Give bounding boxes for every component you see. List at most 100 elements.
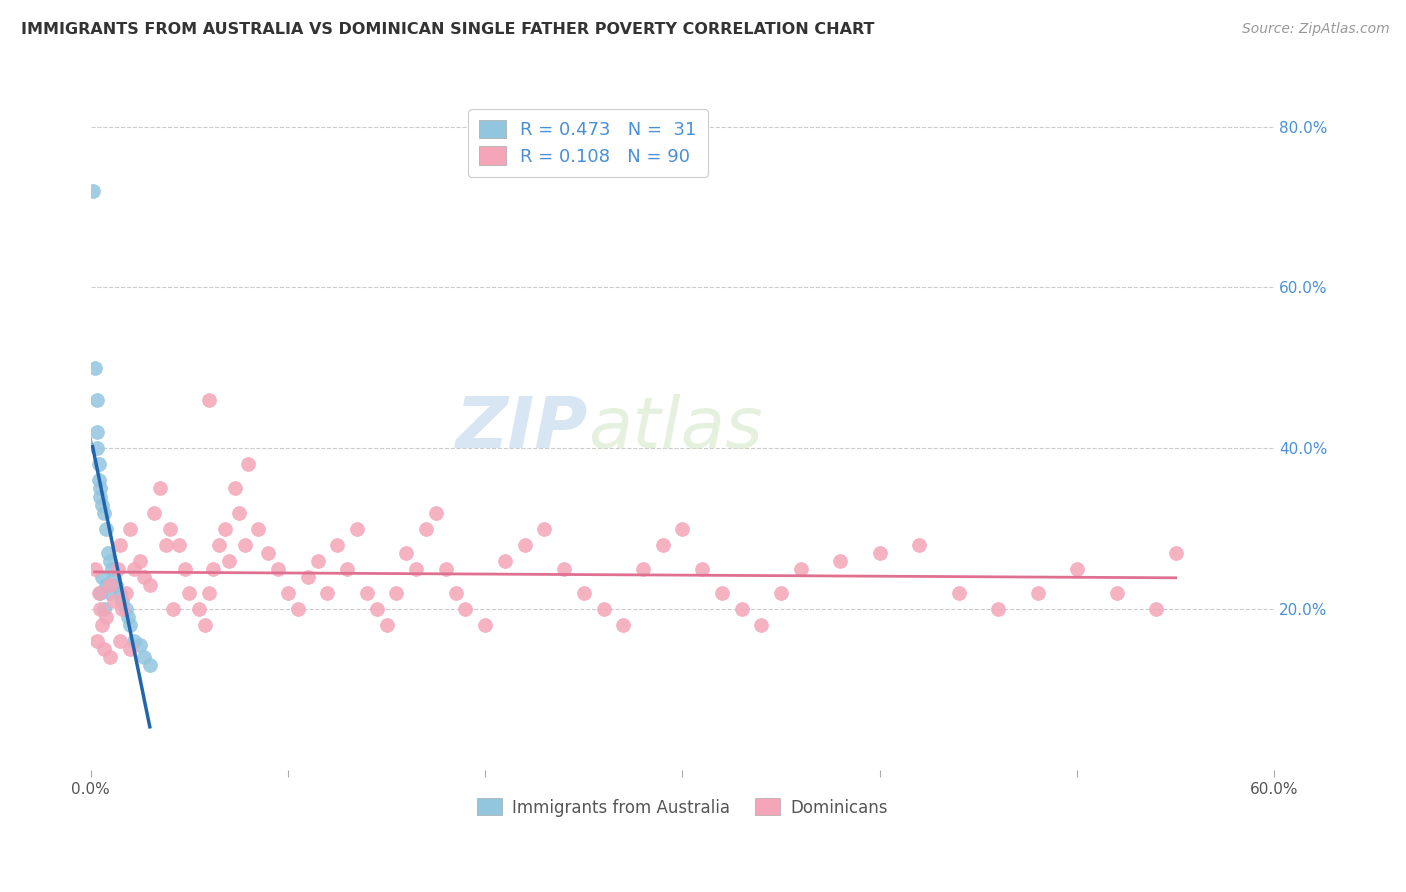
Point — [96, 578, 118, 592]
Point — [98, 578, 121, 592]
Point — [155, 538, 177, 552]
Point — [129, 638, 152, 652]
Point — [987, 602, 1010, 616]
Point — [533, 522, 555, 536]
Point — [142, 506, 165, 520]
Point — [651, 538, 673, 552]
Point — [228, 506, 250, 520]
Point — [96, 610, 118, 624]
Point — [82, 184, 104, 198]
Point — [111, 602, 134, 616]
Point — [366, 602, 388, 616]
Point — [108, 586, 131, 600]
Point — [162, 602, 184, 616]
Point — [86, 634, 108, 648]
Point — [830, 554, 852, 568]
Point — [790, 562, 813, 576]
Point — [405, 562, 427, 576]
Point — [553, 562, 575, 576]
Point — [98, 586, 121, 600]
Point — [179, 586, 201, 600]
Point — [336, 562, 359, 576]
Point — [214, 522, 236, 536]
Point — [93, 602, 115, 616]
Point — [434, 562, 457, 576]
Point — [572, 586, 595, 600]
Point — [108, 538, 131, 552]
Point — [139, 658, 162, 673]
Point — [908, 538, 931, 552]
Point — [425, 506, 447, 520]
Point — [307, 554, 329, 568]
Point — [494, 554, 516, 568]
Point — [103, 594, 125, 608]
Point — [198, 586, 221, 600]
Point — [97, 546, 120, 560]
Point — [86, 442, 108, 456]
Point — [326, 538, 349, 552]
Point — [474, 618, 496, 632]
Point — [1164, 546, 1187, 560]
Point — [139, 578, 162, 592]
Point — [1026, 586, 1049, 600]
Point — [120, 522, 142, 536]
Point — [631, 562, 654, 576]
Point — [93, 642, 115, 657]
Point — [169, 538, 191, 552]
Point — [444, 586, 467, 600]
Point — [103, 570, 125, 584]
Point — [287, 602, 309, 616]
Point — [247, 522, 270, 536]
Point — [1105, 586, 1128, 600]
Point — [89, 602, 111, 616]
Point — [83, 360, 105, 375]
Point — [375, 618, 398, 632]
Point — [731, 602, 754, 616]
Point — [117, 610, 139, 624]
Point — [86, 425, 108, 440]
Point — [87, 458, 110, 472]
Point — [690, 562, 713, 576]
Point — [257, 546, 280, 560]
Point — [91, 570, 114, 584]
Point — [592, 602, 614, 616]
Point — [513, 538, 536, 552]
Point — [208, 538, 231, 552]
Point — [174, 562, 197, 576]
Point — [238, 458, 260, 472]
Point — [87, 474, 110, 488]
Point — [96, 522, 118, 536]
Text: IMMIGRANTS FROM AUSTRALIA VS DOMINICAN SINGLE FATHER POVERTY CORRELATION CHART: IMMIGRANTS FROM AUSTRALIA VS DOMINICAN S… — [21, 22, 875, 37]
Point — [1144, 602, 1167, 616]
Point — [316, 586, 339, 600]
Point — [395, 546, 418, 560]
Point — [751, 618, 773, 632]
Point — [233, 538, 256, 552]
Point — [115, 602, 138, 616]
Point — [224, 482, 246, 496]
Point — [201, 562, 224, 576]
Point — [87, 586, 110, 600]
Point — [869, 546, 891, 560]
Text: Source: ZipAtlas.com: Source: ZipAtlas.com — [1241, 22, 1389, 37]
Point — [89, 490, 111, 504]
Point — [346, 522, 368, 536]
Point — [98, 554, 121, 568]
Point — [159, 522, 181, 536]
Point — [101, 562, 124, 576]
Text: atlas: atlas — [588, 393, 762, 463]
Point — [671, 522, 693, 536]
Point — [129, 554, 152, 568]
Point — [83, 562, 105, 576]
Point — [194, 618, 217, 632]
Point — [277, 586, 299, 600]
Point — [105, 578, 128, 592]
Point — [297, 570, 319, 584]
Point — [218, 554, 240, 568]
Point — [120, 618, 142, 632]
Point — [612, 618, 634, 632]
Point — [188, 602, 211, 616]
Point — [93, 506, 115, 520]
Point — [132, 650, 155, 665]
Point — [107, 562, 129, 576]
